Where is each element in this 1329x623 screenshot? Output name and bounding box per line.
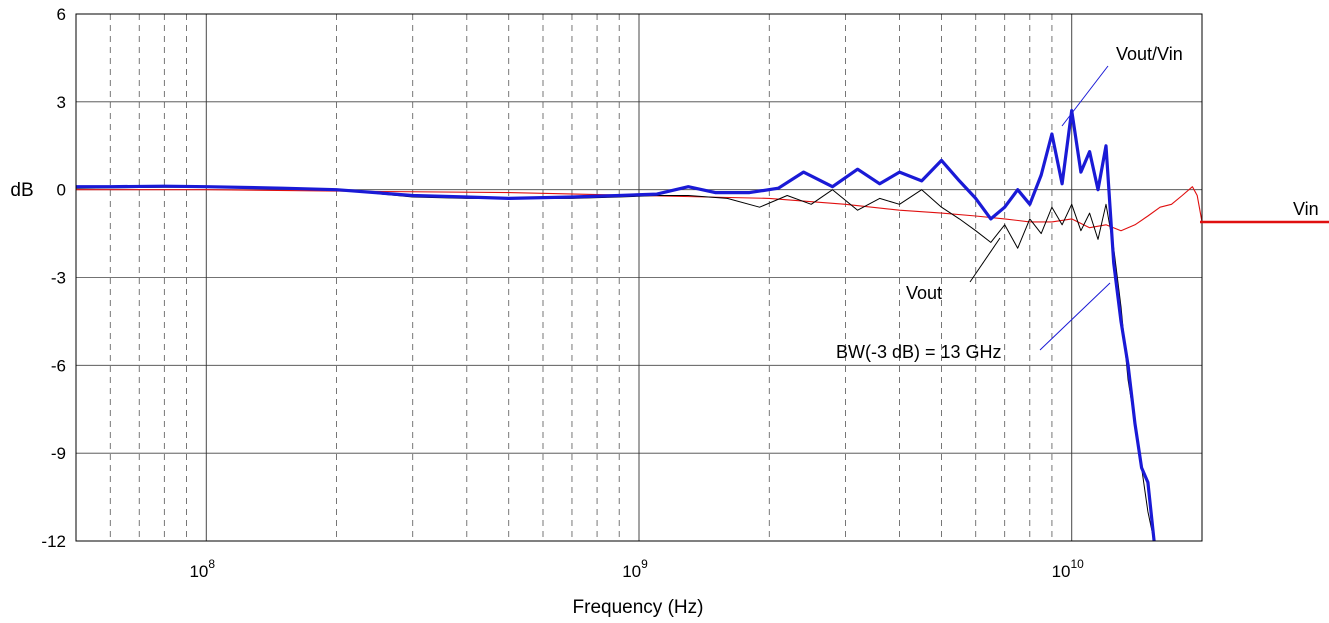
plot-frame: [75, 13, 1203, 542]
annotations: Vout/Vin Vout BW(-3 dB) = 13 GHz Vin: [836, 44, 1329, 362]
y-tick-label: -6: [51, 356, 66, 375]
bw-leader: [1039, 282, 1111, 351]
bw-label: BW(-3 dB) = 13 GHz: [836, 342, 1002, 362]
x-tick-labels: 108 109 1010: [189, 557, 1084, 581]
x-tick-label: 1010: [1052, 557, 1085, 581]
x-tick-label: 109: [622, 557, 648, 581]
y-tick-label: 6: [57, 5, 66, 24]
y-tick-label: -3: [51, 269, 66, 288]
series-line-vout-vin: [76, 108, 1156, 542]
vout-vin-leader: [1061, 65, 1109, 127]
y-tick-labels: 6 3 0 -3 -6 -9 -12: [41, 5, 66, 551]
y-tick-label: 0: [57, 181, 66, 200]
vout-leader: [969, 237, 1001, 283]
y-tick-label: -9: [51, 444, 66, 463]
y-tick-label: 3: [57, 93, 66, 112]
vout-vin-label: Vout/Vin: [1116, 44, 1183, 64]
y-axis-label: dB: [10, 180, 33, 201]
vout-label: Vout: [906, 283, 942, 303]
series-line-vout: [75, 186, 1155, 542]
vin-label: Vin: [1293, 199, 1319, 219]
x-axis-label: Frequency (Hz): [573, 597, 704, 618]
series-lines: [75, 108, 1203, 542]
y-tick-label: -12: [41, 532, 66, 551]
x-tick-label: 108: [189, 557, 215, 581]
grid-lines: [75, 13, 1203, 542]
